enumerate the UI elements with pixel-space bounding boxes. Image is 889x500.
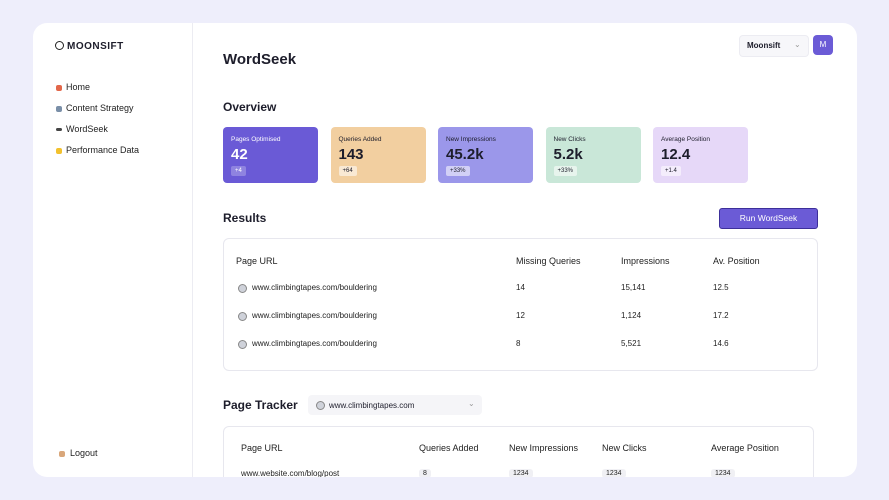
run-button[interactable]: Run WordSeek [719,208,818,229]
stat-change: +64 [338,166,357,176]
stat-label: Queries Added [338,136,382,143]
stat-label: Pages Optimised [231,136,281,143]
stat-label: Average Position [661,136,711,143]
stat-value: 45.2k [446,146,484,163]
logout-icon [59,451,65,457]
logout[interactable]: Logout [70,448,98,458]
stat-change: +33% [446,166,470,176]
chevron: ⌄ [468,399,475,408]
stat-card: New Impressions 45.2k +33% [438,127,533,183]
cell: 8 [516,339,521,348]
column-header: New Clicks [602,443,647,453]
site-select[interactable]: www.climbingtapes.com ⌄ [308,395,482,415]
nav-item[interactable]: Performance Data [66,145,140,155]
globe-icon [238,284,247,293]
cell: 12.5 [713,283,729,292]
column-header: Av. Position [713,256,760,266]
section-title: Page Tracker [223,398,298,412]
stat-value: 143 [338,146,364,163]
site-name: www.climbingtapes.com [329,401,415,410]
nav-icon [56,85,62,91]
sidebar: MOONSIFT Home Content Strategy WordSeek … [33,23,193,477]
column-header: Page URL [236,256,278,266]
column-header: Average Position [711,443,779,453]
cell: 14.6 [713,339,729,348]
globe-icon [316,401,325,410]
nav-item[interactable]: Home [66,82,91,92]
stat-change: +4 [231,166,246,176]
column-header: Queries Added [419,443,479,453]
stat-value: 42 [231,146,248,163]
stat-label: New Impressions [446,136,496,143]
column-header: Missing Queries [516,256,581,266]
stat-change: +1.4 [661,166,681,176]
cell: 12 [516,311,525,320]
results-table: Page URL Missing Queries Impressions Av. Po… [223,238,818,371]
app-window: MOONSIFT Home Content Strategy WordSeek … [33,23,857,477]
nav-item[interactable]: Content Strategy [66,103,134,113]
cell: www.website.com/blog/post [241,469,340,477]
stat-card: Pages Optimised 42 +4 [223,127,318,183]
cell: www.climbingtapes.com/bouldering [252,311,377,320]
stat-card: New Clicks 5.2k +33% [545,127,641,183]
stat-card: Average Position 12.4 +1.4 [653,127,748,183]
globe-icon [238,340,247,349]
stat-value: 5.2k [553,146,583,163]
cell: 17.2 [713,311,729,320]
logo-icon [55,41,64,50]
nav-icon [56,148,62,154]
cell: 5,521 [621,339,642,348]
nav-item[interactable]: WordSeek [66,124,108,134]
cell: 8 [419,469,431,477]
account-name: Moonsift [747,41,781,50]
cell: 1234 [711,469,735,477]
cell: www.climbingtapes.com/bouldering [252,339,377,348]
column-header: New Impressions [509,443,579,453]
stat-card: Queries Added 143 +64 [330,127,426,183]
stat-label: New Clicks [553,136,586,143]
cell: 1,124 [621,311,642,320]
stat-value: 12.4 [661,146,691,163]
logo: MOONSIFT [67,41,124,52]
cell: 1234 [602,469,626,477]
globe-icon [238,312,247,321]
chevron: ⌄ [794,40,801,49]
cell: 15,141 [621,283,646,292]
column-header: Impressions [621,256,670,266]
cell: 14 [516,283,525,292]
tracker-table: Page URL Queries Added New Impressions New … [223,426,814,477]
stat-change: +33% [553,166,578,176]
section-title: Overview [223,100,277,114]
account-select[interactable]: Moonsift ⌄ [739,35,809,57]
nav-icon [56,106,62,112]
column-header: Page URL [241,443,283,453]
avatar[interactable]: M [813,35,833,55]
section-title: Results [223,211,267,225]
cell: 1234 [509,469,533,477]
cell: www.climbingtapes.com/bouldering [252,283,377,292]
page-title: WordSeek [223,51,297,68]
nav-icon [56,128,62,131]
